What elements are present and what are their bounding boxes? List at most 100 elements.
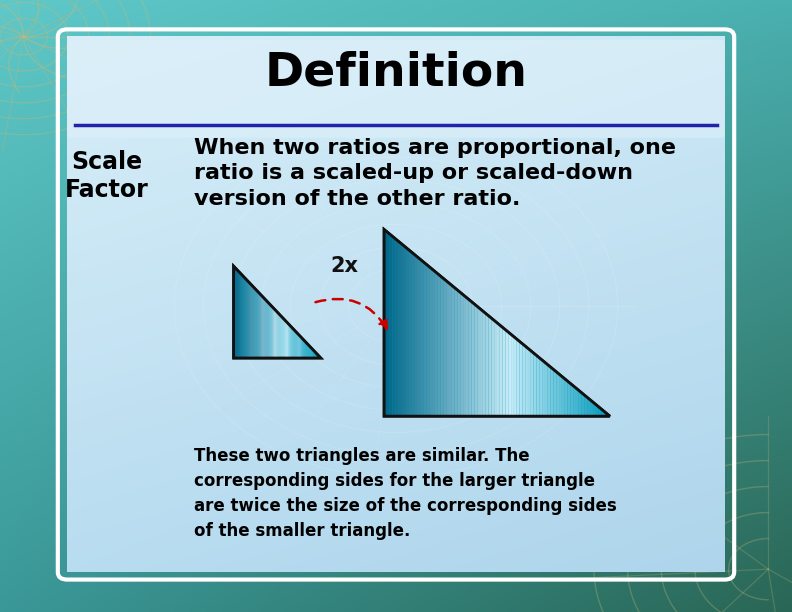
- Polygon shape: [489, 316, 491, 416]
- Polygon shape: [429, 267, 432, 416]
- Polygon shape: [500, 325, 503, 416]
- Polygon shape: [570, 384, 573, 416]
- Polygon shape: [554, 370, 556, 416]
- Polygon shape: [276, 311, 277, 358]
- Polygon shape: [278, 313, 280, 358]
- Polygon shape: [299, 335, 300, 358]
- Polygon shape: [483, 311, 485, 416]
- Polygon shape: [573, 386, 576, 416]
- Polygon shape: [313, 350, 314, 358]
- Polygon shape: [300, 336, 301, 358]
- Polygon shape: [568, 381, 570, 416]
- Polygon shape: [536, 356, 539, 416]
- Polygon shape: [418, 258, 421, 416]
- Polygon shape: [601, 409, 604, 416]
- Polygon shape: [523, 344, 525, 416]
- Polygon shape: [449, 283, 452, 416]
- Polygon shape: [310, 346, 311, 358]
- Polygon shape: [237, 270, 238, 358]
- FancyArrowPatch shape: [315, 299, 386, 329]
- Polygon shape: [590, 400, 593, 416]
- Polygon shape: [534, 353, 536, 416]
- Polygon shape: [539, 358, 543, 416]
- Polygon shape: [308, 344, 309, 358]
- Polygon shape: [528, 348, 531, 416]
- Polygon shape: [516, 339, 520, 416]
- Polygon shape: [240, 273, 242, 358]
- Polygon shape: [556, 372, 559, 416]
- Polygon shape: [588, 398, 590, 416]
- Polygon shape: [455, 288, 458, 416]
- Polygon shape: [256, 289, 257, 358]
- Polygon shape: [286, 321, 287, 358]
- Polygon shape: [263, 297, 265, 358]
- Polygon shape: [444, 278, 446, 416]
- Polygon shape: [452, 285, 455, 416]
- Polygon shape: [268, 303, 269, 358]
- Polygon shape: [525, 346, 528, 416]
- Polygon shape: [242, 275, 243, 358]
- Polygon shape: [384, 230, 610, 416]
- Polygon shape: [301, 337, 303, 358]
- Polygon shape: [531, 351, 534, 416]
- Polygon shape: [398, 241, 401, 416]
- Polygon shape: [514, 337, 516, 416]
- Polygon shape: [474, 304, 478, 416]
- Polygon shape: [265, 299, 266, 358]
- Polygon shape: [460, 293, 463, 416]
- Polygon shape: [545, 362, 548, 416]
- Polygon shape: [304, 341, 306, 358]
- Polygon shape: [446, 281, 449, 416]
- Polygon shape: [548, 365, 550, 416]
- Polygon shape: [480, 309, 483, 416]
- Text: When two ratios are proportional, one
ratio is a scaled-up or scaled-down
versio: When two ratios are proportional, one ra…: [194, 138, 676, 209]
- Polygon shape: [282, 317, 283, 358]
- Polygon shape: [562, 376, 565, 416]
- Polygon shape: [543, 360, 545, 416]
- Polygon shape: [315, 353, 317, 358]
- Polygon shape: [463, 295, 466, 416]
- Polygon shape: [485, 313, 489, 416]
- Polygon shape: [520, 341, 523, 416]
- Polygon shape: [287, 323, 288, 358]
- Polygon shape: [262, 296, 263, 358]
- Text: 2x: 2x: [330, 256, 359, 276]
- Polygon shape: [275, 310, 276, 358]
- FancyBboxPatch shape: [67, 40, 725, 138]
- Polygon shape: [251, 285, 252, 358]
- Polygon shape: [318, 356, 320, 358]
- Polygon shape: [599, 407, 601, 416]
- Polygon shape: [259, 293, 260, 358]
- Polygon shape: [294, 329, 295, 358]
- Polygon shape: [593, 402, 596, 416]
- Polygon shape: [306, 342, 307, 358]
- Polygon shape: [292, 328, 294, 358]
- Polygon shape: [277, 312, 278, 358]
- Polygon shape: [253, 287, 254, 358]
- Polygon shape: [274, 308, 275, 358]
- Polygon shape: [511, 335, 514, 416]
- Polygon shape: [238, 271, 239, 358]
- Polygon shape: [559, 374, 562, 416]
- Polygon shape: [246, 279, 247, 358]
- Polygon shape: [426, 264, 429, 416]
- Polygon shape: [604, 411, 607, 416]
- Polygon shape: [289, 325, 290, 358]
- Polygon shape: [494, 321, 497, 416]
- Polygon shape: [320, 357, 321, 358]
- Polygon shape: [303, 340, 304, 358]
- Polygon shape: [234, 266, 321, 358]
- Polygon shape: [285, 320, 286, 358]
- Polygon shape: [243, 277, 245, 358]
- Polygon shape: [252, 286, 253, 358]
- Polygon shape: [291, 327, 292, 358]
- Polygon shape: [471, 302, 474, 416]
- Polygon shape: [584, 395, 588, 416]
- Polygon shape: [297, 333, 298, 358]
- Polygon shape: [309, 345, 310, 358]
- Polygon shape: [239, 272, 240, 358]
- Polygon shape: [508, 332, 511, 416]
- Polygon shape: [497, 323, 500, 416]
- Polygon shape: [314, 351, 315, 358]
- Polygon shape: [280, 316, 282, 358]
